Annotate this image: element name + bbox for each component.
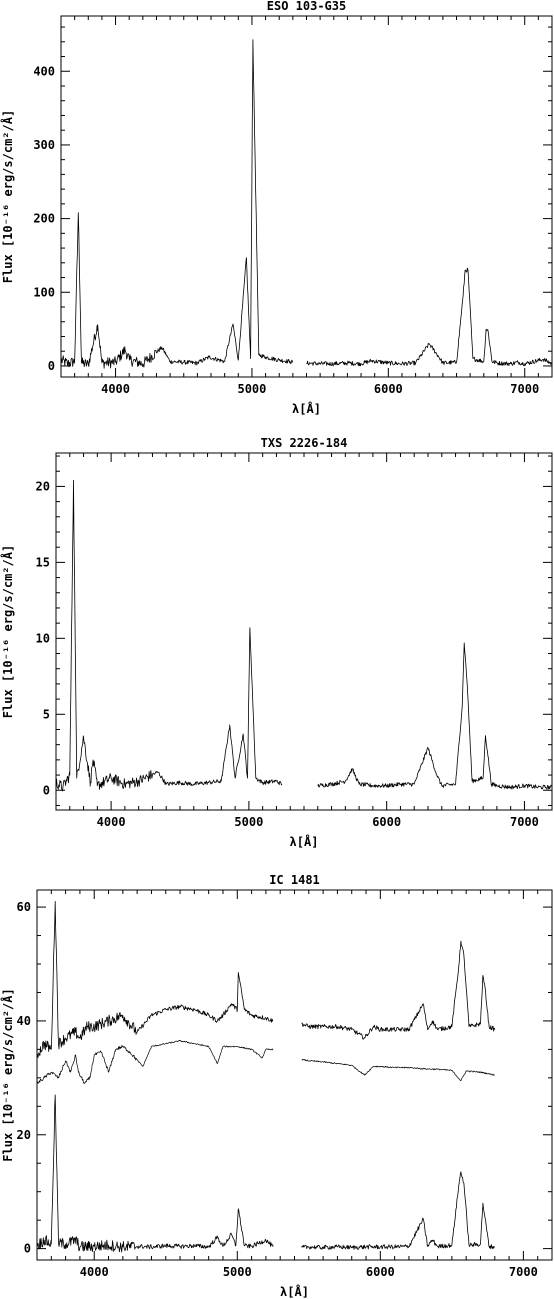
x-tick-label: 6000 bbox=[374, 382, 403, 396]
spectrum-panel-3: IC 1481 4000 5000 6000 7000 0 20 40 60 λ[Å] Flux [… bbox=[0, 873, 553, 1299]
spectrum-line-series-1-segment-2 bbox=[306, 267, 552, 367]
y-tick-label: 400 bbox=[33, 64, 55, 78]
y-tick-label: 100 bbox=[33, 285, 55, 299]
y-tick-label: 300 bbox=[33, 138, 55, 152]
x-tick-label: 5000 bbox=[237, 382, 266, 396]
x-axis-label: λ[Å] bbox=[280, 1284, 309, 1299]
x-tick-label: 4000 bbox=[97, 815, 126, 829]
y-tick-label: 0 bbox=[43, 783, 50, 797]
y-tick-label: 0 bbox=[24, 1242, 31, 1256]
y-tick-label: 20 bbox=[36, 479, 50, 493]
y-tick-label: 60 bbox=[17, 900, 31, 914]
y-axis-label: Flux [10⁻¹⁶ erg/s/cm²/Å] bbox=[0, 110, 15, 283]
y-axis-label: Flux [10⁻¹⁶ erg/s/cm²/Å] bbox=[0, 545, 15, 718]
x-axis-label: λ[Å] bbox=[290, 834, 319, 849]
x-tick-label: 5000 bbox=[234, 815, 263, 829]
spectrum-panel-1: ESO 103-G35 4000 5000 6000 7000 0 100 200 300 400… bbox=[0, 0, 553, 416]
x-axis-label: λ[Å] bbox=[292, 401, 321, 416]
panel-title: IC 1481 bbox=[269, 873, 320, 887]
spectrum-line-series-1-segment-1 bbox=[37, 901, 274, 1058]
panel-title: TXS 2226-184 bbox=[261, 436, 348, 450]
panel-title: ESO 103-G35 bbox=[267, 0, 346, 13]
y-tick-label: 200 bbox=[33, 212, 55, 226]
y-tick-label: 5 bbox=[43, 707, 50, 721]
x-tick-label: 4000 bbox=[101, 382, 130, 396]
y-tick-label: 10 bbox=[36, 631, 50, 645]
spectrum-line-series-1-segment-1 bbox=[56, 479, 283, 792]
spectrum-line-series-1-segment-2 bbox=[317, 642, 552, 790]
x-tick-label: 6000 bbox=[366, 1265, 395, 1279]
x-tick-label: 7000 bbox=[509, 1265, 538, 1279]
x-tick-label: 7000 bbox=[510, 382, 539, 396]
x-tick-label: 4000 bbox=[80, 1265, 109, 1279]
spectrum-line-series-3-segment-1 bbox=[37, 1094, 274, 1253]
y-tick-label: 0 bbox=[48, 359, 55, 373]
spectrum-line-series-1-segment-1 bbox=[61, 39, 294, 369]
spectrum-line-series-1-segment-2 bbox=[301, 940, 496, 1040]
spectrum-line-series-3-segment-2 bbox=[301, 1171, 495, 1250]
spectrum-line-series-2-segment-1 bbox=[37, 1039, 274, 1084]
plot-frame bbox=[36, 889, 553, 1261]
y-tick-label: 15 bbox=[36, 555, 50, 569]
x-tick-label: 5000 bbox=[223, 1265, 252, 1279]
plot-frame bbox=[60, 15, 553, 378]
x-tick-label: 6000 bbox=[372, 815, 401, 829]
plot-frame bbox=[55, 452, 553, 811]
y-tick-label: 40 bbox=[17, 1014, 31, 1028]
y-tick-label: 20 bbox=[17, 1128, 31, 1142]
spectrum-panel-2: TXS 2226-184 4000 5000 6000 7000 0 5 10 15 20 λ[Å]… bbox=[0, 436, 553, 849]
y-axis-label: Flux [10⁻¹⁶ erg/s/cm²/Å] bbox=[0, 988, 15, 1161]
x-tick-label: 7000 bbox=[510, 815, 539, 829]
spectrum-line-series-2-segment-2 bbox=[301, 1058, 495, 1082]
